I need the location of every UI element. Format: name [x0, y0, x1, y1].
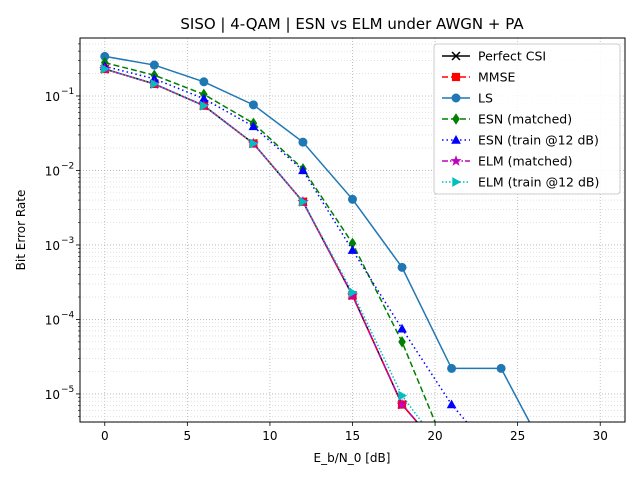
- y-tick-exponent: −5: [61, 385, 74, 395]
- data-point: [452, 177, 462, 187]
- data-point: [451, 134, 461, 144]
- data-point: [249, 138, 259, 149]
- x-tick-label: 10: [262, 429, 277, 443]
- legend-label: ESN (matched): [478, 112, 572, 127]
- x-tick-label: 30: [593, 429, 608, 443]
- legend: Perfect CSI MMSE LS ESN (matched) ESN (train…: [433, 43, 621, 195]
- y-tick-label: 10: [45, 313, 60, 327]
- data-point: [150, 79, 160, 89]
- x-axis-label: E_b/N_0 [dB]: [314, 451, 391, 465]
- data-point: [451, 51, 461, 61]
- y-axis-label: Bit Error Rate: [14, 190, 28, 271]
- legend-label: ESN (train @12 dB): [478, 133, 599, 148]
- data-point: [298, 165, 308, 175]
- data-point: [398, 336, 406, 348]
- data-point: [446, 399, 457, 409]
- data-point: [451, 72, 461, 82]
- data-point: [248, 121, 259, 131]
- legend-label: MMSE: [478, 70, 516, 85]
- y-tick-label: 10: [45, 90, 60, 104]
- data-point: [396, 398, 408, 410]
- data-point: [348, 287, 358, 298]
- legend-box: [433, 43, 621, 195]
- x-axis-ticks: 0 5 10 15 20 25 30: [101, 422, 608, 443]
- legend-label: LS: [478, 91, 493, 106]
- data-point: [149, 60, 159, 70]
- series-markers: [99, 51, 506, 410]
- data-point: [398, 390, 408, 401]
- series-lines: [104, 55, 531, 422]
- y-tick-exponent: −1: [61, 87, 74, 97]
- data-point: [451, 93, 461, 103]
- data-point: [348, 194, 357, 204]
- y-tick-exponent: −2: [61, 161, 74, 171]
- data-point: [452, 113, 460, 125]
- y-tick-exponent: −4: [61, 310, 75, 320]
- x-tick-label: 25: [510, 429, 525, 443]
- series-line: [104, 68, 423, 422]
- plot-area: [99, 51, 531, 422]
- data-point: [101, 64, 110, 74]
- y-tick-label: 10: [45, 388, 60, 402]
- data-point: [347, 245, 358, 254]
- data-point: [200, 100, 209, 111]
- data-point: [496, 363, 506, 373]
- data-point: [199, 77, 209, 87]
- legend-label: ELM (matched): [478, 154, 573, 169]
- series-line: [104, 65, 468, 422]
- data-point: [298, 137, 308, 147]
- data-point: [299, 196, 308, 207]
- legend-label: ELM (train @12 dB): [478, 175, 599, 190]
- series-line: [104, 55, 531, 422]
- grid-lines: [80, 38, 625, 422]
- y-tick-label: 10: [45, 164, 60, 178]
- y-tick-exponent: −3: [61, 236, 74, 246]
- x-tick-label: 5: [184, 429, 192, 443]
- legend-label: Perfect CSI: [478, 49, 546, 64]
- data-point: [450, 155, 462, 166]
- x-tick-label: 0: [101, 429, 109, 443]
- y-axis-ticks: 10−510−410−310−210−1: [45, 43, 80, 417]
- x-tick-label: 20: [427, 429, 442, 443]
- data-point: [447, 363, 457, 373]
- chart-title: SISO | 4-QAM | ESN vs ELM under AWGN + P…: [180, 15, 524, 33]
- x-tick-label: 15: [345, 429, 360, 443]
- y-tick-label: 10: [45, 239, 60, 253]
- data-point: [248, 100, 258, 110]
- data-point: [397, 262, 407, 272]
- series-line: [104, 61, 436, 422]
- data-point: [397, 323, 407, 333]
